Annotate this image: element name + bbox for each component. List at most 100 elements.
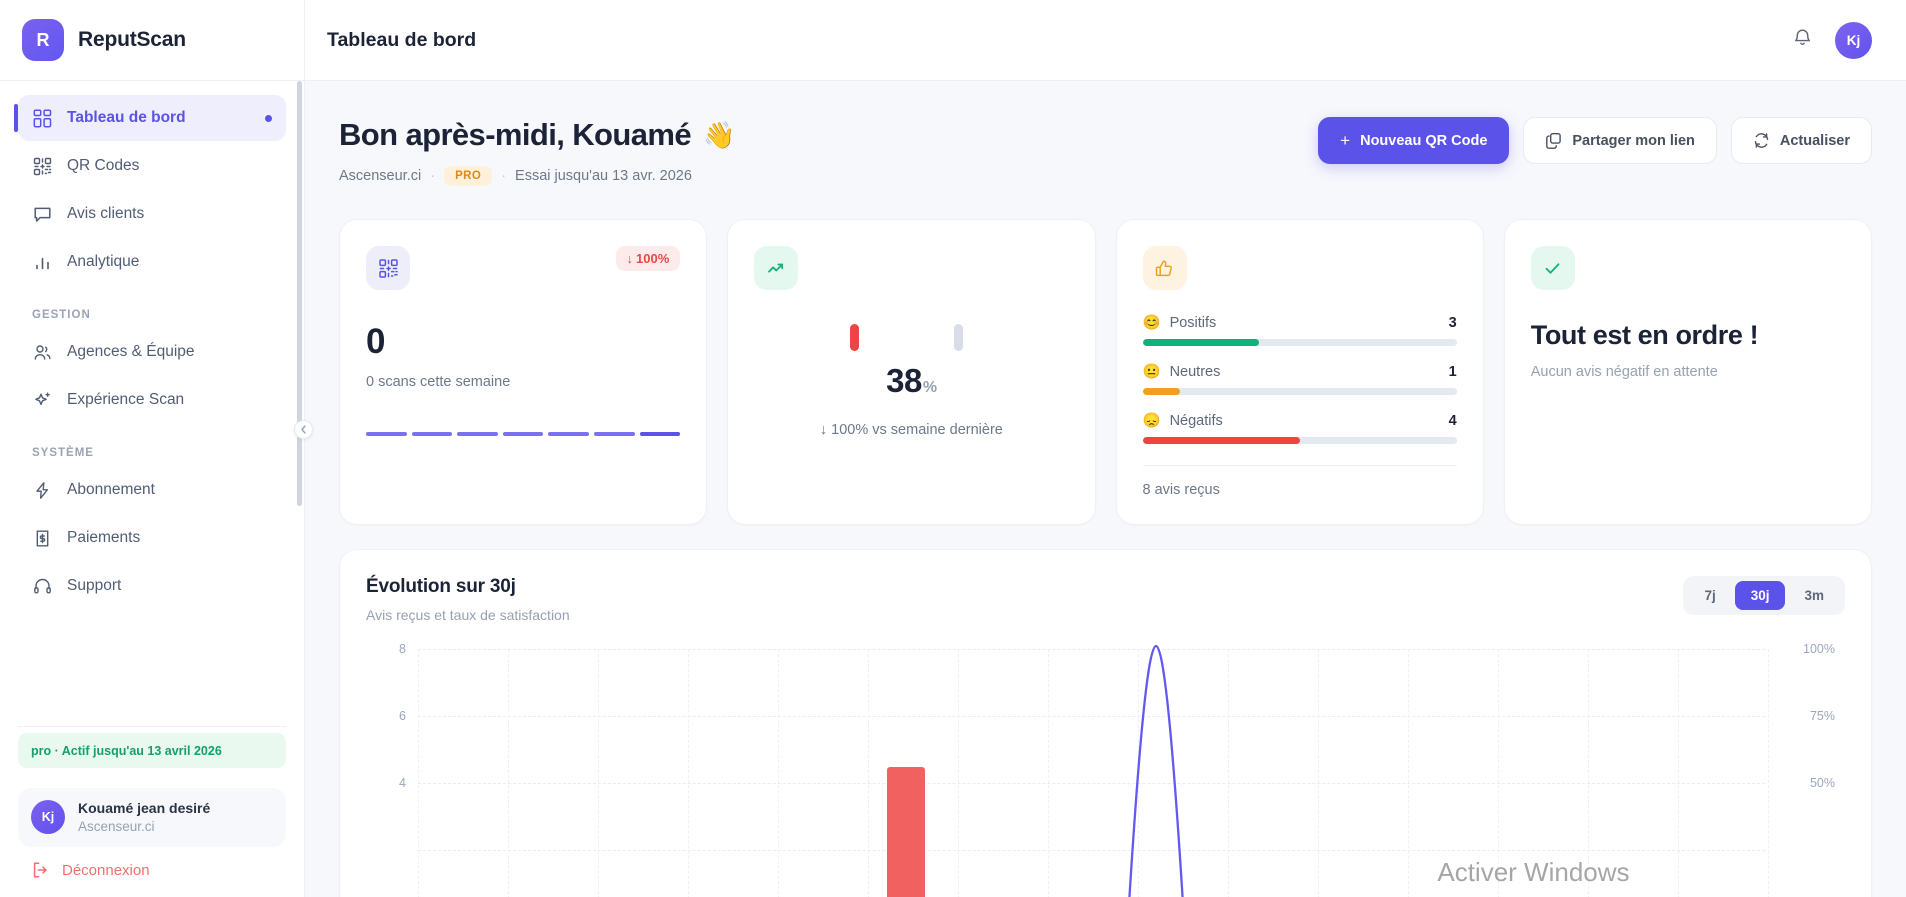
card-status: Tout est en ordre ! Aucun avis négatif e… — [1503, 219, 1872, 525]
satisfaction-value-wrap: 38% — [754, 362, 1068, 400]
topbar-actions: Kj — [1792, 21, 1872, 59]
gridline-vertical — [1498, 649, 1499, 897]
logout-button[interactable]: Déconnexion — [18, 847, 286, 883]
refresh-button[interactable]: Actualiser — [1730, 117, 1872, 164]
user-org: Ascenseur.ci — [78, 818, 155, 834]
separator-dot: · — [501, 168, 507, 184]
satisfaction-value: 38 — [886, 362, 922, 399]
sidebar-collapse-handle[interactable] — [294, 420, 313, 439]
y2-tick-label: 100% — [1803, 642, 1835, 656]
sparkline-bar — [639, 432, 681, 436]
hero-actions: + Nouveau QR Code Partager mon lien — [1318, 117, 1872, 164]
gauge-arc-value — [850, 324, 860, 351]
scans-value: 0 — [366, 322, 385, 361]
copy-icon — [1546, 133, 1562, 149]
gridline-vertical — [1408, 649, 1409, 897]
gridline-vertical — [868, 649, 869, 897]
satisfaction-gauge: 38% ↓ 100% vs semaine dernière — [754, 294, 1068, 444]
sparkline-bar — [548, 432, 590, 436]
plan-status-badge: pro · Actif jusqu'au 13 avril 2026 — [18, 732, 286, 768]
sidebar-nav: Tableau de bord QR Codes — [0, 81, 304, 722]
sentiment-label: Négatifs — [1169, 412, 1223, 429]
smiling-face-icon: 😊 — [1142, 315, 1161, 331]
divider — [18, 725, 286, 727]
logout-label: Déconnexion — [62, 861, 150, 879]
trend-badge: ↓ 100% — [615, 246, 681, 271]
qr-code-icon — [366, 246, 410, 290]
brand-name: ReputScan — [78, 28, 186, 51]
sentiment-label: Positifs — [1169, 314, 1217, 331]
sidebar-item-paiements[interactable]: Paiements — [18, 515, 286, 561]
sidebar-item-label: Paiements — [67, 529, 141, 546]
refresh-label: Actualiser — [1779, 132, 1850, 149]
sidebar-item-abonnement[interactable]: Abonnement — [18, 467, 286, 513]
thumbs-up-icon — [1142, 246, 1187, 290]
sidebar-item-label: Agences & Équipe — [67, 343, 195, 360]
sentiment-progress-track — [1142, 437, 1457, 444]
sentiment-progress-fill — [1142, 339, 1259, 346]
greeting-text: Bon après-midi, Kouamé — [339, 117, 692, 152]
sidebar-scrollbar[interactable] — [297, 81, 302, 506]
gridline-vertical — [778, 649, 779, 897]
separator-dot: · — [430, 168, 436, 184]
line-path — [1128, 644, 1184, 897]
gauge-arc-track — [954, 324, 964, 351]
sentiment-row-head: 😐 Neutres 1 — [1143, 363, 1457, 381]
chevron-left-icon — [301, 425, 306, 434]
chart-bar-avis-recus[interactable] — [887, 767, 925, 897]
sidebar-item-label: Support — [67, 577, 122, 594]
scans-subtitle: 0 scans cette semaine — [366, 374, 511, 390]
sidebar-item-experience-scan[interactable]: Expérience Scan — [18, 377, 286, 423]
satisfaction-note: ↓ 100% vs semaine dernière — [819, 422, 1003, 438]
share-link-button[interactable]: Partager mon lien — [1523, 117, 1717, 164]
trend-value: 100% — [636, 251, 670, 266]
notifications-bell-icon[interactable] — [1792, 27, 1813, 53]
dashboard-grid-icon — [32, 108, 52, 128]
sentiment-count: 3 — [1448, 314, 1457, 331]
sidebar-item-label: QR Codes — [67, 157, 140, 174]
sad-face-icon: 😞 — [1142, 413, 1161, 429]
avatar[interactable]: Kj — [1835, 21, 1872, 59]
range-selector: 7j 30j 3m — [1683, 576, 1845, 615]
sentiment-row-head: 😞 Négatifs 4 — [1142, 412, 1457, 430]
sidebar-item-agences-equipe[interactable]: Agences & Équipe — [18, 329, 286, 375]
sentiment-label: Neutres — [1169, 363, 1221, 380]
sidebar-item-analytique[interactable]: Analytique — [18, 239, 286, 285]
sentiment-row-positifs: 😊 Positifs 3 — [1142, 314, 1457, 346]
new-qr-code-button[interactable]: + Nouveau QR Code — [1318, 117, 1510, 164]
brand-logo: R — [22, 19, 64, 61]
sentiment-breakdown: 😊 Positifs 3 — [1142, 314, 1457, 498]
chart-line-satisfaction — [1128, 644, 1184, 897]
sidebar-group-systeme: SYSTÈME — [32, 447, 94, 459]
headset-icon — [32, 576, 52, 596]
page-title: Tableau de bord — [327, 28, 477, 51]
y-tick-label: 6 — [399, 709, 406, 723]
sentiment-row-negatifs: 😞 Négatifs 4 — [1142, 412, 1457, 444]
sidebar-user-card[interactable]: Kj Kouamé jean desiré Ascenseur.ci — [18, 787, 286, 847]
chart-subtitle: Avis reçus et taux de satisfaction — [366, 607, 570, 623]
hero-section: Bon après-midi, Kouamé 👋 Ascenseur.ci · … — [339, 117, 1872, 186]
sidebar-item-avis-clients[interactable]: Avis clients — [18, 191, 286, 237]
range-option-7j[interactable]: 7j — [1704, 588, 1716, 603]
status-subtitle: Aucun avis négatif en attente — [1530, 364, 1718, 380]
chart-title: Évolution sur 30j — [366, 576, 516, 597]
sentiment-row-head: 😊 Positifs 3 — [1142, 314, 1457, 332]
sidebar-item-label: Expérience Scan — [67, 391, 185, 408]
bar-chart-icon — [32, 252, 52, 272]
sidebar-item-qr-codes[interactable]: QR Codes — [18, 143, 286, 189]
sparkles-icon — [32, 390, 52, 410]
trending-up-icon — [754, 246, 799, 290]
range-option-3m[interactable]: 3m — [1804, 588, 1824, 603]
sidebar-item-tableau-de-bord[interactable]: Tableau de bord — [14, 95, 286, 141]
sentiment-label-wrap: 😐 Neutres — [1143, 363, 1221, 381]
sidebar-item-support[interactable]: Support — [18, 563, 286, 609]
evolution-chart-panel: Évolution sur 30j Avis reçus et taux de … — [339, 549, 1872, 897]
sentiment-row-neutres: 😐 Neutres 1 — [1142, 363, 1457, 395]
gridline-vertical — [418, 649, 419, 897]
range-option-30j[interactable]: 30j — [1734, 581, 1786, 610]
brand[interactable]: R ReputScan — [0, 0, 304, 81]
card-satisfaction: 38% ↓ 100% vs semaine dernière — [727, 219, 1096, 525]
trial-text: Essai jusqu'au 13 avr. 2026 — [515, 168, 692, 184]
sparkline-bar — [502, 432, 544, 436]
active-indicator-dot — [265, 114, 272, 122]
